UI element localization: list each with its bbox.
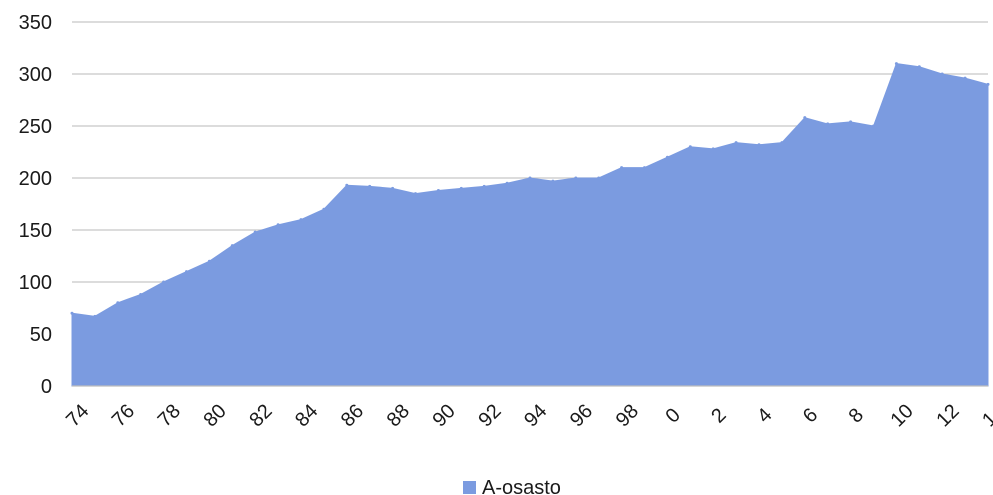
x-tick-label: 88: [383, 400, 414, 431]
x-tick-label: 74: [62, 400, 93, 431]
y-tick-label: 0: [41, 376, 52, 398]
data-point: [940, 72, 944, 76]
data-point: [986, 82, 990, 86]
data-point: [299, 218, 303, 222]
x-tick-label: 0: [661, 404, 684, 427]
data-point: [963, 76, 967, 80]
legend-label: A-osasto: [482, 477, 561, 495]
y-tick-label: 150: [19, 220, 52, 242]
data-point: [414, 192, 417, 196]
data-point: [872, 124, 875, 128]
x-tick-label: 14: [978, 400, 993, 431]
x-tick-label: 76: [108, 400, 139, 431]
x-tick-label: 82: [245, 400, 276, 431]
data-point: [139, 292, 143, 296]
data-point: [665, 155, 669, 159]
data-point: [826, 122, 830, 126]
x-tick-label: 80: [200, 400, 231, 431]
data-point: [849, 120, 853, 124]
x-tick-label: 94: [520, 400, 551, 431]
data-point: [597, 176, 601, 180]
data-point: [551, 179, 555, 183]
data-point: [230, 244, 234, 248]
x-tick-label: 10: [887, 400, 918, 431]
x-tick-label: 8: [845, 404, 868, 427]
x-tick-label: 12: [932, 400, 963, 431]
data-point: [757, 143, 761, 147]
data-point: [322, 207, 326, 211]
x-tick-label: 96: [566, 400, 597, 431]
data-point: [574, 176, 578, 180]
data-point: [711, 147, 715, 151]
data-point: [162, 280, 166, 284]
data-point: [436, 188, 440, 192]
x-tick-label: 92: [474, 400, 505, 431]
legend: A-osasto: [463, 477, 561, 495]
y-tick-label: 50: [30, 324, 52, 346]
data-point: [528, 176, 532, 180]
data-point: [894, 62, 898, 66]
data-point: [93, 314, 97, 318]
x-tick-label: 98: [612, 400, 643, 431]
data-point: [116, 301, 120, 305]
x-tick-label: 4: [753, 404, 776, 427]
data-point: [391, 186, 395, 190]
data-point: [734, 141, 738, 145]
data-point: [276, 223, 280, 227]
data-point: [620, 166, 624, 170]
data-point: [505, 181, 509, 185]
data-point: [185, 270, 188, 274]
legend-swatch: [463, 481, 476, 494]
data-point: [643, 166, 646, 170]
data-point: [688, 145, 692, 149]
data-point: [803, 116, 807, 120]
plot-area: [70, 62, 990, 387]
y-tick-label: 350: [19, 12, 52, 34]
x-tick-label: 90: [429, 400, 460, 431]
data-point: [482, 184, 486, 188]
area-series: [71, 63, 989, 387]
y-tick-label: 300: [19, 64, 52, 86]
x-tick-label: 78: [154, 400, 185, 431]
y-tick-label: 200: [19, 168, 52, 190]
data-point: [368, 184, 372, 188]
x-tick-label: 6: [799, 404, 822, 427]
data-point: [253, 230, 257, 234]
data-point: [459, 186, 463, 190]
x-tick-label: 84: [291, 400, 322, 431]
data-point: [917, 65, 921, 69]
data-point: [207, 259, 211, 263]
y-tick-label: 250: [19, 116, 52, 138]
data-point: [345, 183, 349, 187]
data-point: [70, 311, 74, 315]
x-tick-label: 86: [337, 400, 368, 431]
x-tick-label: 2: [707, 404, 730, 427]
y-tick-label: 100: [19, 272, 52, 294]
data-point: [780, 141, 784, 145]
